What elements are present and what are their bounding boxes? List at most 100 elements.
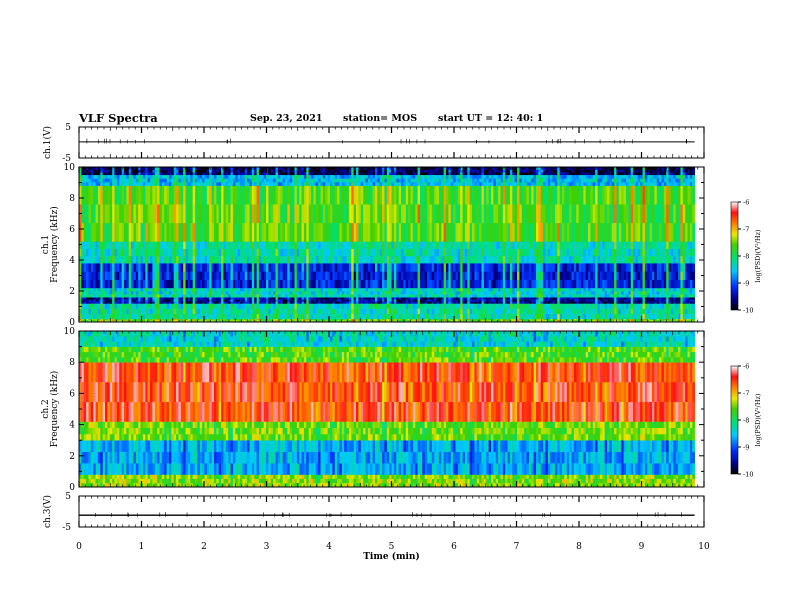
spectrogram-cell — [443, 291, 447, 295]
spectrogram-cell — [88, 279, 92, 289]
spectrogram-cell — [462, 299, 466, 302]
spectrogram-cell — [240, 291, 243, 295]
spectrogram-cell — [483, 294, 487, 298]
spectrogram-cell — [123, 204, 127, 224]
spectrogram-cell — [157, 241, 160, 249]
spectrogram-cell — [190, 248, 194, 257]
spectrogram-cell — [339, 255, 343, 264]
spectrogram-cell — [367, 279, 371, 289]
spectrogram-cell — [235, 303, 239, 309]
spectrogram-cell — [460, 297, 463, 300]
spectrogram-cell — [401, 271, 404, 280]
spectrogram-cell — [429, 294, 433, 298]
spectrogram-cell — [467, 303, 471, 309]
spectrogram-cell — [190, 297, 194, 300]
spectrogram-cell — [415, 279, 418, 289]
spectrogram-cell — [389, 241, 392, 249]
spectrogram-cell — [353, 319, 357, 322]
spectrogram-cell — [427, 294, 430, 298]
spectrogram-cell — [443, 174, 447, 179]
spectrogram-cell — [372, 301, 376, 304]
spectrogram-cell — [292, 318, 295, 321]
spectrogram-cell — [126, 313, 130, 320]
spectrogram-cell — [173, 318, 177, 321]
spectrogram-cell — [512, 291, 516, 295]
spectrogram-cell — [344, 299, 347, 302]
spectrogram-cell — [109, 271, 113, 280]
spectrogram-cell — [180, 263, 184, 272]
spectrogram-cell — [195, 271, 198, 280]
spectrogram-cell — [97, 255, 101, 264]
spectrogram-cell — [266, 169, 269, 173]
spectrogram-cell — [242, 241, 246, 249]
spectrogram-cell — [244, 319, 248, 322]
spectrogram-cell — [114, 178, 118, 183]
spectrogram-cell — [218, 222, 222, 242]
spectrogram-cell — [176, 178, 179, 183]
spectrogram-cell — [192, 291, 196, 295]
spectrogram-cell — [211, 172, 215, 176]
spectrogram-cell — [507, 294, 511, 298]
spectrogram-cell — [206, 294, 210, 298]
spectrogram-cell — [481, 313, 485, 320]
spectrogram-cell — [370, 271, 374, 280]
spectrogram-cell — [244, 303, 248, 309]
spectrogram-cell — [100, 178, 104, 183]
spectrogram-cell — [116, 299, 120, 302]
spectrogram-cell — [438, 308, 442, 315]
spectrogram-cell — [280, 287, 284, 292]
spectrogram-cell — [93, 185, 96, 205]
spectrogram-cell — [249, 248, 253, 257]
spectrogram-cell — [491, 222, 494, 242]
spectrogram-cell — [157, 222, 160, 242]
spectrogram-cell — [285, 174, 288, 179]
spectrogram-cell — [318, 303, 321, 309]
spectrogram-cell — [441, 294, 445, 298]
spectrogram-cell — [372, 178, 376, 183]
spectrogram-cell — [441, 178, 445, 183]
spectrogram-cell — [299, 308, 302, 315]
spectrogram-cell — [289, 318, 293, 321]
spectrogram-cell — [187, 204, 191, 224]
spectrogram-cell — [135, 287, 139, 292]
spectrogram-cell — [306, 178, 310, 183]
spectrogram-cell — [237, 248, 241, 257]
spectrogram-cell — [502, 299, 506, 302]
spectrogram-cell — [256, 248, 260, 257]
spectrogram-cell — [408, 263, 411, 272]
spectrogram-cell — [83, 174, 87, 179]
spectrogram-cell — [415, 185, 418, 205]
spectrogram-cell — [195, 263, 198, 272]
spectrogram-cell — [372, 318, 376, 321]
spectrogram-cell — [429, 271, 433, 280]
spectrogram-cell — [247, 294, 250, 298]
spectrogram-cell — [126, 204, 130, 224]
spectrogram-cell — [337, 308, 340, 315]
spectrogram-cell — [344, 185, 347, 205]
spectrogram-cell — [86, 222, 89, 242]
spectrogram-cell — [289, 169, 293, 173]
spectrogram-cell — [495, 318, 499, 321]
spectrogram-cell — [86, 172, 89, 176]
spectrogram-cell — [83, 308, 87, 315]
spectrogram-cell — [462, 291, 466, 295]
spectrogram-cell — [348, 303, 352, 309]
spectrogram-cell — [206, 167, 210, 170]
spectrogram-cell — [185, 174, 189, 179]
spectrogram-cell — [483, 178, 487, 183]
spectrogram-cell — [93, 263, 96, 272]
spectrogram-cell — [495, 167, 499, 170]
spectrogram-cell — [457, 271, 461, 280]
spectrogram-cell — [280, 241, 284, 249]
spectrogram-cell — [313, 318, 317, 321]
spectrogram-cell — [171, 222, 175, 242]
spectrogram-cell — [320, 291, 324, 295]
spectrogram-cell — [327, 181, 331, 186]
spectrogram-cell — [268, 263, 272, 272]
spectrogram-cell — [443, 297, 447, 300]
spectrogram-cell — [206, 319, 210, 322]
spectrogram-cell — [427, 241, 430, 249]
spectrogram-cell — [318, 178, 321, 183]
spectrogram-cell — [356, 279, 359, 289]
spectrogram-cell — [88, 294, 92, 298]
